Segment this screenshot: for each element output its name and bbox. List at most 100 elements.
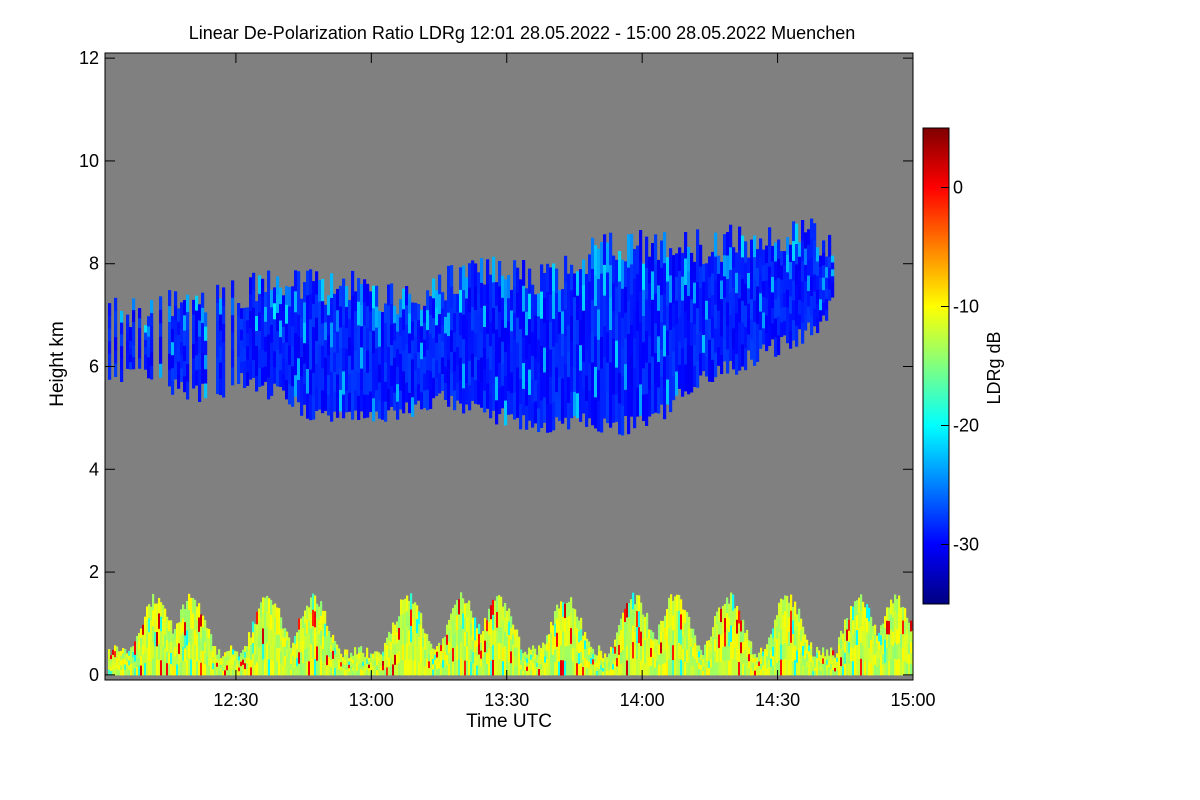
cloud-cell — [108, 303, 112, 317]
cloud-cell — [816, 275, 820, 291]
aerosol-cell — [222, 671, 225, 676]
cloud-cell — [336, 331, 340, 354]
cloud-cell — [426, 389, 430, 411]
aerosol-cell — [446, 664, 449, 676]
aerosol-cell — [682, 635, 685, 650]
cloud-cell — [666, 379, 670, 405]
cloud-cell — [657, 285, 661, 312]
aerosol-cell — [762, 665, 765, 671]
cloud-cell — [495, 329, 499, 354]
cloud-cell — [477, 272, 481, 295]
aerosol-cell — [664, 627, 667, 640]
aerosol-cell — [682, 609, 685, 624]
cloud-cell — [393, 375, 397, 394]
aerosol-cell — [896, 659, 899, 676]
cloud-cell — [600, 368, 604, 401]
aerosol-cell — [144, 663, 147, 676]
aerosol-cell — [836, 666, 839, 671]
aerosol-cell — [122, 653, 125, 660]
aerosol-cell — [906, 663, 909, 676]
cloud-cell — [768, 286, 772, 307]
aerosol-cell — [710, 644, 713, 653]
cloud-cell — [402, 309, 406, 331]
aerosol-cell — [198, 617, 201, 633]
aerosol-cell — [178, 664, 181, 676]
cloud-cell — [288, 364, 292, 385]
cloud-cell — [627, 300, 631, 335]
aerosol-cell — [522, 657, 525, 663]
aerosol-cell — [404, 644, 407, 661]
aerosol-cell — [152, 658, 155, 676]
cloud-cell — [180, 342, 184, 356]
aerosol-cell — [730, 658, 733, 676]
aerosol-cell — [120, 660, 123, 666]
aerosol-cell — [804, 634, 807, 643]
aerosol-cell — [268, 659, 271, 676]
cloud-cell — [642, 316, 646, 343]
aerosol-cell — [732, 626, 735, 644]
cloud-cell — [294, 291, 298, 313]
aerosol-cell — [464, 603, 467, 619]
cloud-cell — [732, 267, 736, 289]
aerosol-cell — [672, 615, 675, 631]
aerosol-cell — [382, 651, 385, 657]
cloud-cell — [345, 286, 349, 308]
cloud-cell — [120, 310, 124, 324]
cloud-cell — [420, 375, 424, 393]
aerosol-cell — [558, 635, 561, 649]
aerosol-cell — [404, 629, 407, 645]
aerosol-cell — [798, 608, 801, 623]
aerosol-cell — [402, 644, 405, 661]
aerosol-cell — [828, 667, 831, 672]
aerosol-cell — [460, 625, 463, 643]
cloud-cell — [438, 353, 442, 374]
aerosol-cell — [648, 629, 651, 639]
aerosol-cell — [518, 636, 521, 645]
aerosol-cell — [632, 658, 635, 676]
aerosol-cell — [584, 632, 587, 642]
aerosol-cell — [226, 670, 229, 676]
aerosol-cell — [308, 647, 311, 662]
aerosol-cell — [380, 666, 383, 672]
aerosol-cell — [482, 631, 485, 641]
cloud-cell — [762, 249, 766, 266]
cloud-cell — [663, 232, 667, 264]
aerosol-cell — [360, 646, 363, 653]
aerosol-cell — [108, 669, 111, 676]
aerosol-cell — [284, 656, 287, 666]
cloud-cell — [294, 270, 298, 292]
cloud-cell — [474, 263, 478, 288]
aerosol-cell — [168, 631, 171, 643]
cloud-cell — [738, 274, 742, 299]
cloud-cell — [366, 350, 370, 374]
aerosol-cell — [380, 658, 383, 664]
aerosol-cell — [704, 656, 707, 664]
aerosol-cell — [806, 646, 809, 655]
cloud-cell — [693, 365, 697, 387]
aerosol-cell — [318, 606, 321, 621]
cloud-cell — [183, 345, 187, 362]
cloud-cell — [507, 391, 511, 415]
aerosol-cell — [800, 663, 803, 676]
aerosol-cell — [472, 640, 475, 653]
cloud-cell — [486, 333, 490, 360]
aerosol-cell — [736, 619, 739, 635]
aerosol-cell — [700, 669, 703, 676]
cloud-cell — [762, 296, 766, 313]
aerosol-cell — [522, 670, 525, 676]
cloud-cell — [573, 320, 577, 346]
aerosol-cell — [422, 647, 425, 657]
cloud-cell — [303, 282, 307, 303]
aerosol-cell — [160, 602, 163, 618]
cloud-cell — [414, 302, 418, 321]
aerosol-cell — [854, 630, 857, 646]
aerosol-cell — [136, 659, 139, 668]
cloud-cell — [429, 352, 433, 372]
aerosol-cell — [888, 661, 891, 676]
cloud-cell — [675, 253, 679, 278]
cloud-cell — [546, 320, 550, 349]
cloud-cell — [180, 355, 184, 369]
aerosol-cell — [760, 653, 763, 660]
aerosol-cell — [168, 642, 171, 654]
aerosol-cell — [460, 592, 463, 610]
